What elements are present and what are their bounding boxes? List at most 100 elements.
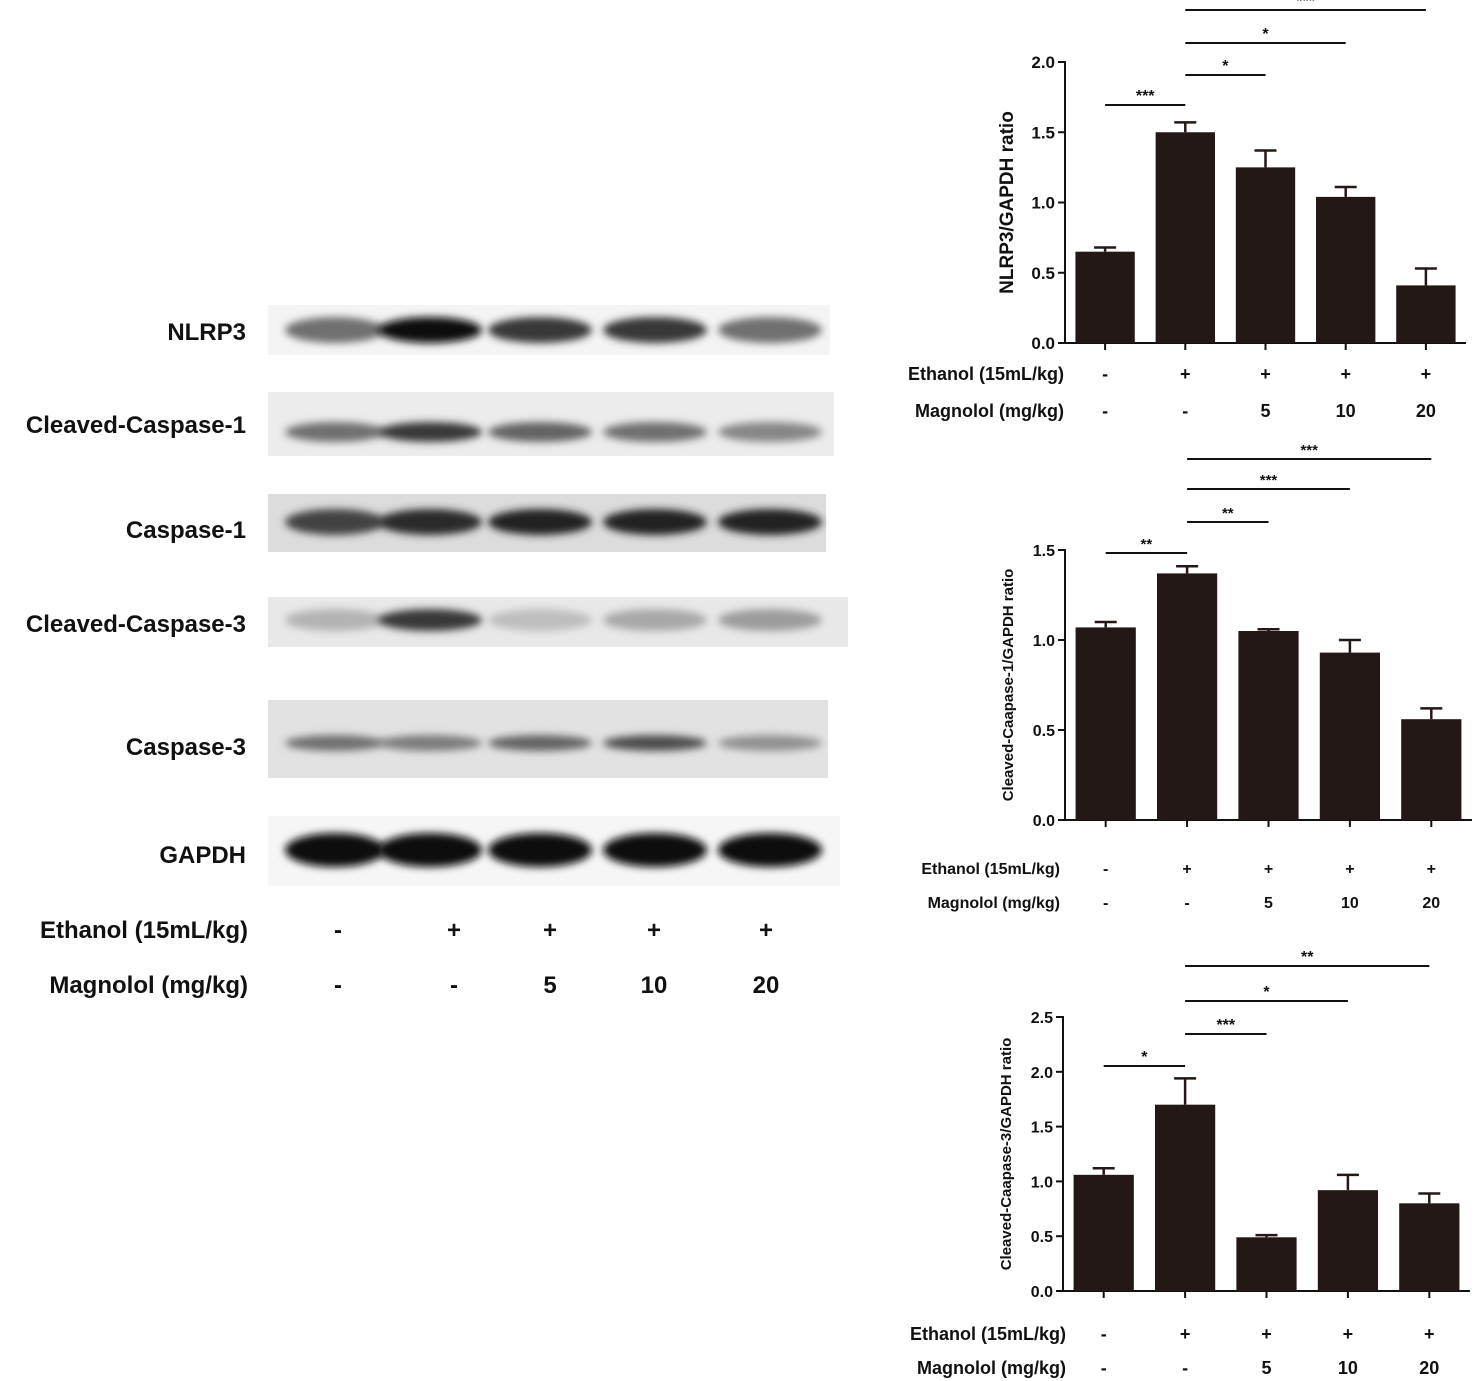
blot-band bbox=[285, 317, 385, 343]
condition-label: Magnolol (mg/kg) bbox=[917, 1358, 1066, 1378]
blot-row-label: Cleaved-Caspase-3 bbox=[26, 611, 246, 638]
y-tick-label: 2.0 bbox=[1031, 1065, 1053, 1082]
blot-row-label: Caspase-1 bbox=[126, 517, 246, 544]
y-tick-label: 2.5 bbox=[1031, 1010, 1053, 1027]
blot-band bbox=[285, 509, 385, 535]
y-tick-label: 1.0 bbox=[1031, 1174, 1053, 1191]
significance-label: * bbox=[1263, 984, 1270, 1001]
bar bbox=[1075, 627, 1136, 820]
condition-value: 20 bbox=[1416, 401, 1436, 421]
y-tick-label: 0.5 bbox=[1033, 723, 1055, 740]
blot-row-label: Cleaved-Caspase-1 bbox=[26, 412, 246, 439]
bar bbox=[1401, 719, 1462, 820]
y-tick-label: 1.0 bbox=[1031, 194, 1055, 213]
y-tick-label: 0.0 bbox=[1031, 1284, 1053, 1301]
blot-band bbox=[718, 833, 822, 867]
bar bbox=[1156, 573, 1218, 820]
blot-band bbox=[285, 833, 385, 867]
bar bbox=[1317, 1190, 1379, 1291]
condition-value: 10 bbox=[1341, 895, 1359, 912]
condition-label: Ethanol (15mL/kg) bbox=[908, 364, 1064, 384]
significance-label: ** bbox=[1222, 505, 1234, 522]
condition-label: Ethanol (15mL/kg) bbox=[910, 1324, 1066, 1344]
y-axis-label: NLRP3/GAPDH ratio bbox=[997, 111, 1018, 294]
blot-condition-value: - bbox=[334, 972, 342, 999]
bar bbox=[1154, 1104, 1216, 1291]
condition-value: + bbox=[1345, 861, 1354, 878]
blot-condition-value: + bbox=[759, 917, 773, 944]
condition-value: - bbox=[1182, 1358, 1188, 1378]
blot-band bbox=[378, 609, 482, 631]
condition-value: 5 bbox=[1264, 895, 1273, 912]
condition-value: - bbox=[1184, 895, 1189, 912]
blot-band bbox=[603, 735, 707, 751]
y-tick-label: 0.0 bbox=[1033, 813, 1055, 830]
y-tick-label: 0.5 bbox=[1031, 1229, 1053, 1246]
blot-band bbox=[488, 422, 592, 442]
y-tick-label: 2.0 bbox=[1031, 53, 1055, 72]
condition-value: - bbox=[1103, 895, 1108, 912]
bar bbox=[1316, 196, 1376, 343]
blot-band bbox=[488, 735, 592, 751]
y-tick-label: 1.0 bbox=[1033, 633, 1055, 650]
blot-row-label: NLRP3 bbox=[167, 319, 246, 346]
condition-value: 20 bbox=[1419, 1358, 1439, 1378]
blot-band bbox=[285, 609, 385, 631]
bar bbox=[1319, 652, 1381, 820]
blot-band bbox=[488, 509, 592, 535]
y-tick-label: 0.5 bbox=[1031, 264, 1055, 283]
blot-condition-label: Magnolol (mg/kg) bbox=[49, 972, 248, 999]
blot-band bbox=[603, 833, 707, 867]
condition-label: Magnolol (mg/kg) bbox=[915, 401, 1064, 421]
blot-band bbox=[603, 609, 707, 631]
condition-value: + bbox=[1424, 1324, 1435, 1344]
blot-band bbox=[378, 735, 482, 751]
blot-condition-value: - bbox=[334, 917, 342, 944]
significance-label: ** bbox=[1301, 949, 1314, 966]
y-axis-label: Cleaved-Caapase-1/GAPDH ratio bbox=[1000, 569, 1017, 802]
y-tick-label: 1.5 bbox=[1031, 123, 1055, 142]
bar bbox=[1399, 1203, 1460, 1291]
significance-label: * bbox=[1141, 1049, 1148, 1066]
blot-band bbox=[718, 317, 822, 343]
blot-band bbox=[603, 422, 707, 442]
blot-band bbox=[603, 317, 707, 343]
blot-band bbox=[488, 833, 592, 867]
blot-band bbox=[488, 609, 592, 631]
blot-condition-label: Ethanol (15mL/kg) bbox=[40, 917, 248, 944]
significance-label: *** bbox=[1296, 0, 1315, 10]
condition-value: - bbox=[1101, 1358, 1107, 1378]
condition-value: - bbox=[1103, 861, 1108, 878]
bar bbox=[1235, 167, 1296, 343]
condition-label: Magnolol (mg/kg) bbox=[928, 895, 1060, 912]
significance-label: * bbox=[1262, 26, 1269, 43]
blot-band bbox=[378, 422, 482, 442]
condition-value: + bbox=[1182, 861, 1191, 878]
condition-value: 10 bbox=[1336, 401, 1356, 421]
blot-condition-value: 5 bbox=[543, 972, 556, 999]
blot-condition-value: 20 bbox=[753, 972, 780, 999]
condition-value: + bbox=[1427, 861, 1436, 878]
blot-band bbox=[378, 833, 482, 867]
blot-band bbox=[718, 509, 822, 535]
blot-band bbox=[718, 422, 822, 442]
bar bbox=[1155, 132, 1215, 343]
bar bbox=[1073, 1174, 1134, 1291]
y-axis-label: Cleaved-Caapase-3/GAPDH ratio bbox=[998, 1038, 1015, 1271]
condition-value: + bbox=[1264, 861, 1273, 878]
bar bbox=[1396, 285, 1456, 343]
condition-value: 20 bbox=[1422, 895, 1440, 912]
bar bbox=[1075, 251, 1135, 343]
blot-band bbox=[488, 317, 592, 343]
blot-condition-value: + bbox=[543, 917, 557, 944]
blot-band bbox=[603, 509, 707, 535]
condition-value: + bbox=[1180, 364, 1191, 384]
significance-label: *** bbox=[1260, 472, 1278, 489]
condition-value: + bbox=[1261, 1324, 1272, 1344]
condition-value: 5 bbox=[1260, 401, 1270, 421]
bar bbox=[1238, 631, 1299, 820]
significance-label: *** bbox=[1136, 88, 1155, 105]
significance-label: ** bbox=[1141, 536, 1153, 553]
